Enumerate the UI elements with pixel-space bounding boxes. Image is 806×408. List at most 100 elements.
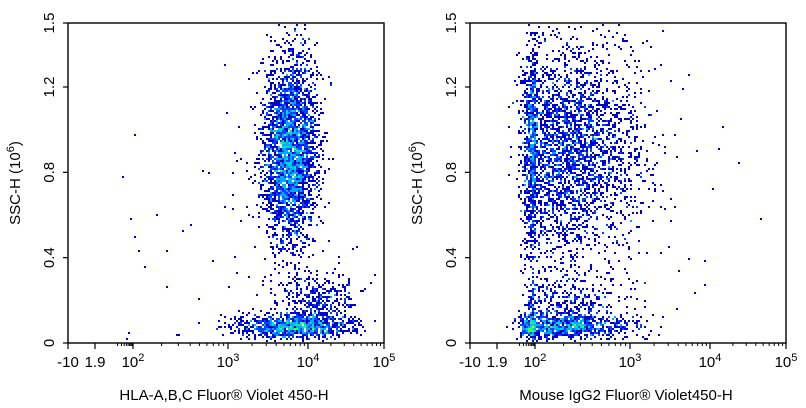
density-point	[260, 138, 262, 140]
density-point	[556, 122, 558, 124]
density-point	[292, 296, 294, 298]
density-point	[630, 122, 632, 124]
density-point	[292, 334, 294, 336]
density-point	[324, 314, 326, 316]
density-point	[620, 106, 622, 108]
density-point	[616, 160, 618, 162]
density-point	[574, 140, 576, 142]
density-point	[298, 72, 300, 74]
density-point	[290, 88, 292, 90]
density-point	[286, 324, 288, 326]
density-point	[540, 154, 542, 156]
density-point	[578, 70, 580, 72]
density-point	[286, 160, 288, 162]
density-point	[570, 150, 572, 152]
density-point	[560, 54, 562, 56]
density-point	[328, 330, 330, 332]
density-point	[264, 328, 266, 330]
density-point	[306, 212, 308, 214]
density-point	[248, 312, 250, 314]
density-point	[538, 26, 540, 28]
density-point	[660, 206, 662, 208]
density-point	[334, 318, 336, 320]
density-point	[286, 120, 288, 122]
density-point	[290, 82, 292, 84]
density-point	[534, 96, 536, 98]
density-point	[572, 136, 574, 138]
density-point	[310, 320, 312, 322]
density-point	[344, 290, 346, 292]
density-point	[542, 104, 544, 106]
density-point	[268, 90, 270, 92]
density-point	[308, 324, 310, 326]
density-point	[298, 126, 300, 128]
density-point	[280, 94, 282, 96]
density-point	[270, 336, 272, 338]
density-point	[580, 194, 582, 196]
density-point	[270, 140, 272, 142]
density-point	[282, 326, 284, 328]
density-point	[574, 100, 576, 102]
density-point	[284, 178, 286, 180]
density-point	[546, 58, 548, 60]
density-point	[596, 80, 598, 82]
density-point	[270, 174, 272, 176]
density-point	[616, 116, 618, 118]
density-point	[584, 62, 586, 64]
density-point	[272, 212, 274, 214]
density-point	[578, 216, 580, 218]
density-point	[532, 244, 534, 246]
density-point	[274, 184, 276, 186]
density-point	[320, 314, 322, 316]
density-point	[264, 116, 266, 118]
density-point	[298, 144, 300, 146]
density-point	[292, 326, 294, 328]
density-point	[284, 96, 286, 98]
density-point	[528, 118, 530, 120]
density-point	[296, 136, 298, 138]
density-point	[556, 222, 558, 224]
density-point	[276, 172, 278, 174]
density-point	[340, 290, 342, 292]
density-point	[630, 156, 632, 158]
density-point	[332, 334, 334, 336]
density-point	[324, 322, 326, 324]
density-point	[290, 74, 292, 76]
density-point	[574, 148, 576, 150]
density-point	[576, 190, 578, 192]
density-point	[526, 222, 528, 224]
density-point	[530, 226, 532, 228]
density-point	[522, 240, 524, 242]
density-point	[596, 196, 598, 198]
density-point	[284, 214, 286, 216]
density-point	[582, 146, 584, 148]
density-point	[534, 184, 536, 186]
density-point	[542, 226, 544, 228]
density-point	[258, 196, 260, 198]
density-point	[278, 216, 280, 218]
density-point	[586, 128, 588, 130]
density-point	[538, 162, 540, 164]
density-point	[296, 308, 298, 310]
density-point	[272, 78, 274, 80]
density-point	[318, 326, 320, 328]
density-point	[290, 90, 292, 92]
density-point	[332, 318, 334, 320]
density-point	[274, 336, 276, 338]
density-point	[604, 172, 606, 174]
density-point	[534, 78, 536, 80]
density-point	[532, 180, 534, 182]
density-point	[524, 158, 526, 160]
density-point	[308, 194, 310, 196]
density-point	[306, 318, 308, 320]
density-point	[300, 140, 302, 142]
density-point	[312, 178, 314, 180]
density-point	[316, 290, 318, 292]
density-point	[312, 328, 314, 330]
density-point	[566, 158, 568, 160]
density-point	[542, 90, 544, 92]
density-point	[586, 156, 588, 158]
density-point	[268, 182, 270, 184]
density-point	[272, 188, 274, 190]
density-point	[294, 152, 296, 154]
